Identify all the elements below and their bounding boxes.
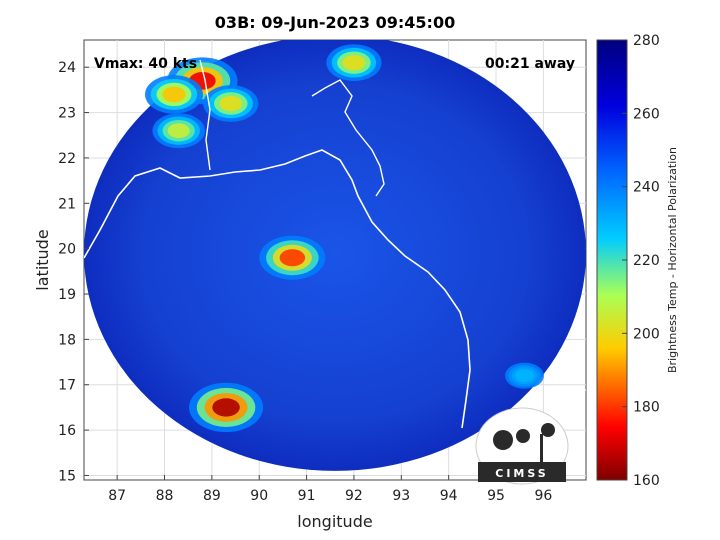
y-tick-label: 20 — [58, 242, 76, 258]
x-tick-label: 92 — [345, 488, 363, 504]
logo-text: CIMSS — [495, 467, 548, 480]
colorbar-label: Brightness Temp - Horizontal Polarizatio… — [666, 147, 679, 373]
y-tick-label: 23 — [58, 106, 76, 122]
cold-feature — [145, 75, 203, 114]
cold-feature — [189, 382, 264, 433]
time-away-annotation: 00:21 away — [485, 56, 575, 72]
x-tick-label: 88 — [156, 488, 174, 504]
y-tick-label: 17 — [58, 378, 76, 394]
colorbar-tick-label: 200 — [633, 326, 660, 342]
x-tick-label: 96 — [534, 488, 552, 504]
x-tick-label: 89 — [203, 488, 221, 504]
x-axis-label: longitude — [297, 512, 372, 531]
cold-feature — [259, 235, 326, 280]
y-axis-label: latitude — [33, 229, 52, 290]
y-tick-label: 21 — [58, 196, 76, 212]
y-tick-label: 22 — [58, 151, 76, 167]
river-coast — [199, 59, 211, 171]
colorbar-tick-label: 160 — [633, 473, 660, 489]
vmax-annotation: Vmax: 40 kts — [94, 56, 197, 72]
x-tick-label: 87 — [108, 488, 126, 504]
y-tick-label: 18 — [58, 332, 76, 348]
y-axis-ticks: 15 16 17 18 19 20 21 22 23 24 — [58, 60, 89, 484]
cold-feature — [152, 113, 205, 149]
x-tick-label: 93 — [392, 488, 410, 504]
cimss-logo: CIMSS — [475, 407, 569, 485]
y-tick-label: 15 — [58, 468, 76, 484]
colorbar-tick-label: 280 — [633, 33, 660, 49]
sensor-swath — [84, 40, 586, 471]
coastline — [84, 149, 471, 429]
y-tick-label: 16 — [58, 423, 76, 439]
colorbar-tick-label: 180 — [633, 400, 660, 416]
cold-feature — [326, 44, 382, 82]
colorbar-tick-label: 260 — [633, 106, 660, 122]
x-tick-label: 90 — [250, 488, 268, 504]
cold-feature — [504, 362, 544, 389]
x-axis-ticks: 87 88 89 90 91 92 93 94 95 96 — [108, 475, 552, 504]
coastline-north — [311, 79, 385, 197]
x-tick-label: 91 — [298, 488, 316, 504]
cold-feature — [203, 85, 259, 122]
colorbar-tick-label: 220 — [633, 253, 660, 269]
colorbar-tick-label: 240 — [633, 180, 660, 196]
chart-title: 03B: 09-Jun-2023 09:45:00 — [215, 13, 455, 32]
x-tick-label: 94 — [440, 488, 458, 504]
x-tick-label: 95 — [487, 488, 505, 504]
colorbar-ticks: 160 180 200 220 240 260 280 — [622, 33, 660, 489]
y-tick-label: 19 — [58, 287, 76, 303]
cold-features — [145, 44, 544, 433]
y-tick-label: 24 — [58, 60, 76, 76]
